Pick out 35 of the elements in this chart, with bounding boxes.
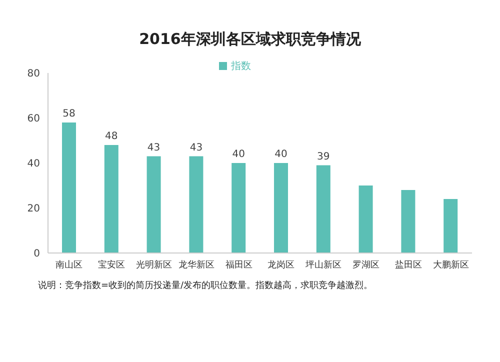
y-tick-label: 80: [27, 68, 40, 80]
x-tick-label: 坪山新区: [304, 259, 342, 270]
x-tick-label: 龙岗区: [268, 259, 295, 270]
bar: [444, 199, 458, 253]
x-tick-label: 光明新区: [136, 259, 172, 270]
data-label: 48: [105, 131, 118, 142]
x-tick-label: 宝安区: [98, 259, 126, 270]
bar: [146, 156, 161, 253]
x-tick-label: 南山区: [56, 259, 83, 270]
bar: [274, 163, 288, 253]
data-label: 40: [232, 149, 245, 160]
data-label: 43: [147, 142, 160, 154]
y-tick-label: 40: [27, 158, 40, 170]
x-tick-label: 福田区: [225, 259, 252, 270]
chart-title: 2016年深圳各区域求职竞争情况: [138, 30, 362, 49]
x-tick-label: 罗湖区: [352, 259, 380, 270]
x-tick-label: 龙华新区: [178, 259, 214, 270]
bar: [358, 186, 373, 253]
y-tick-label: 20: [27, 204, 40, 215]
bar: [189, 156, 204, 253]
x-tick-label: 盐田区: [394, 259, 422, 270]
bar: [401, 190, 416, 253]
data-label: 58: [62, 108, 76, 120]
bar: [104, 145, 118, 253]
data-label: 40: [274, 149, 288, 160]
data-label: 39: [317, 151, 330, 162]
legend-label: 指数: [231, 61, 251, 72]
data-label: 43: [190, 142, 203, 154]
text: 说明：竞争指数=收到的简历投递量/发布的职位数量。指数越高，求职竞争越激烈。: [38, 280, 374, 292]
x-tick-label: 大鹏新区: [432, 259, 469, 270]
bar: [62, 122, 76, 253]
y-tick-label: 60: [27, 114, 40, 125]
bar: [316, 165, 330, 253]
y-tick-label: 0: [34, 248, 40, 260]
bar: [232, 163, 246, 253]
